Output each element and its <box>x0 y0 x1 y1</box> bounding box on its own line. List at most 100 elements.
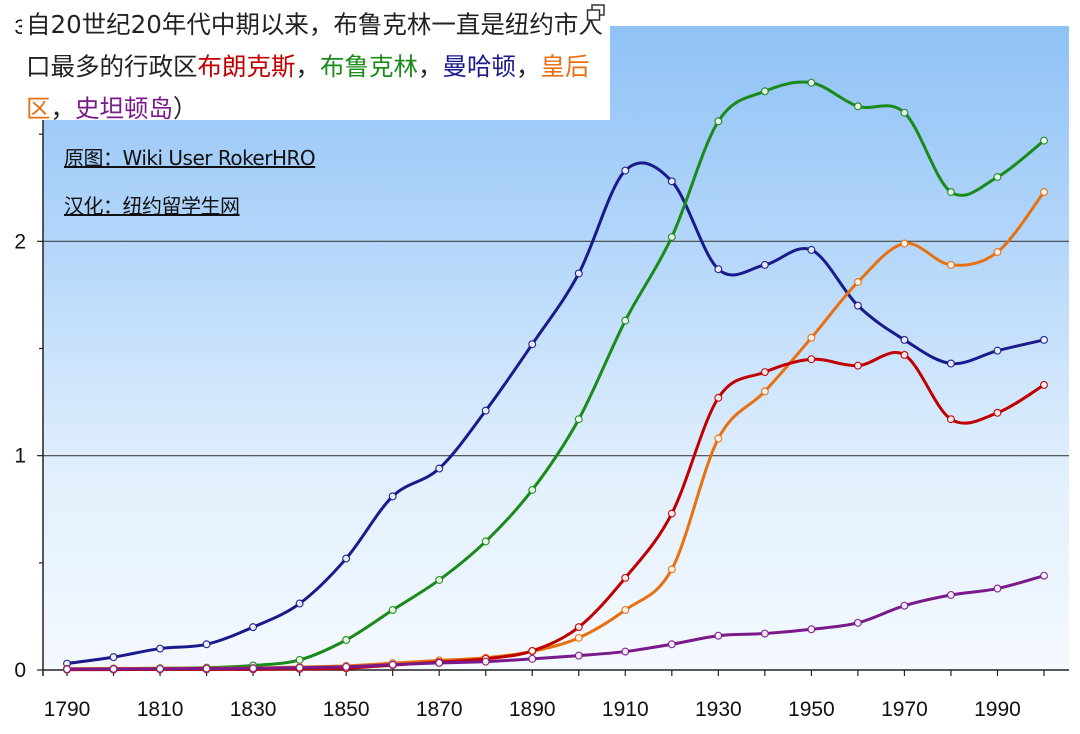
caption-sep: ， <box>50 94 76 123</box>
data-point-manhattan <box>853 301 862 310</box>
data-point-brooklyn <box>342 635 351 644</box>
data-point-bronx <box>1039 380 1048 389</box>
data-point-manhattan <box>481 406 490 415</box>
data-point-queens <box>946 260 955 269</box>
data-point-bronx <box>621 573 630 582</box>
data-point-manhattan <box>388 492 397 501</box>
translation-credit: 汉化：纽约留学生网 <box>64 194 240 218</box>
data-point-manhattan <box>667 177 676 186</box>
legend-brooklyn-label: 布鲁克林 <box>320 52 418 81</box>
caption-sep: ， <box>295 52 321 81</box>
data-point-staten <box>295 663 304 672</box>
data-point-bronx <box>807 355 816 364</box>
plot-background <box>43 26 1069 670</box>
data-point-staten <box>853 618 862 627</box>
data-point-manhattan <box>760 260 769 269</box>
data-point-queens <box>853 278 862 287</box>
data-point-brooklyn <box>853 102 862 111</box>
data-point-manhattan <box>249 623 258 632</box>
x-tick-label: 1790 <box>44 698 91 721</box>
data-point-queens <box>621 605 630 614</box>
data-point-brooklyn <box>946 188 955 197</box>
y-tick-label: 3 <box>14 16 26 39</box>
data-point-bronx <box>574 623 583 632</box>
data-point-staten <box>62 665 71 674</box>
data-point-manhattan <box>714 265 723 274</box>
data-point-manhattan <box>156 644 165 653</box>
y-tick-label: 2 <box>14 230 26 253</box>
y-tick-label: 0 <box>14 659 26 682</box>
data-point-staten <box>109 664 118 673</box>
legend-manhattan-label: 曼哈顿 <box>442 52 517 81</box>
data-point-brooklyn <box>714 117 723 126</box>
x-tick-label: 1930 <box>695 698 742 721</box>
data-point-brooklyn <box>528 485 537 494</box>
data-point-bronx <box>528 646 537 655</box>
x-tick-label: 1870 <box>416 698 463 721</box>
caption-main: 自20世纪20年代中期以来，布鲁克林一直是纽约市人口最多的行政区 <box>26 10 603 81</box>
data-point-bronx <box>853 361 862 370</box>
source-credit: 原图：Wiki User RokerHRO <box>64 146 316 170</box>
legend-staten-label: 史坦顿岛 <box>75 94 173 123</box>
data-point-manhattan <box>202 640 211 649</box>
restore-window-icon[interactable] <box>586 4 606 22</box>
data-point-brooklyn <box>760 87 769 96</box>
data-point-staten <box>528 654 537 663</box>
data-point-manhattan <box>574 269 583 278</box>
caption-text: 自20世纪20年代中期以来，布鲁克林一直是纽约市人口最多的行政区布朗克斯，布鲁克… <box>26 4 604 130</box>
data-point-staten <box>1039 571 1048 580</box>
caption-background <box>22 2 610 120</box>
data-point-brooklyn <box>388 605 397 614</box>
data-point-staten <box>760 629 769 638</box>
data-point-bronx <box>667 509 676 518</box>
data-point-staten <box>946 590 955 599</box>
series-points <box>62 78 1048 674</box>
data-point-staten <box>574 651 583 660</box>
data-point-staten <box>481 657 490 666</box>
data-point-staten <box>900 601 909 610</box>
data-point-brooklyn <box>574 415 583 424</box>
caption-end: ） <box>173 94 198 123</box>
data-point-bronx <box>946 415 955 424</box>
legend-bronx-label: 布朗克斯 <box>197 52 296 81</box>
data-point-staten <box>342 662 351 671</box>
data-point-queens <box>900 239 909 248</box>
data-point-brooklyn <box>295 655 304 664</box>
x-tick-label: 1810 <box>137 698 184 721</box>
data-point-brooklyn <box>807 78 816 87</box>
data-point-bronx <box>993 408 1002 417</box>
data-point-brooklyn <box>435 575 444 584</box>
data-point-staten <box>993 584 1002 593</box>
data-point-manhattan <box>1039 335 1048 344</box>
data-point-manhattan <box>993 346 1002 355</box>
x-tick-label: 1990 <box>974 698 1021 721</box>
x-tick-label: 1910 <box>602 698 649 721</box>
data-point-manhattan <box>807 245 816 254</box>
x-tick-label: 1830 <box>230 698 277 721</box>
data-point-brooklyn <box>993 173 1002 182</box>
tick-labels: 0 1 2 3 1790 1810 1830 1850 1870 1890 1910 1930 1950… <box>14 16 1021 721</box>
data-point-bronx <box>714 393 723 402</box>
data-point-queens <box>807 333 816 342</box>
x-tick-label: 1850 <box>323 698 370 721</box>
data-point-staten <box>807 625 816 634</box>
data-point-manhattan <box>295 599 304 608</box>
data-point-brooklyn <box>900 108 909 117</box>
x-tick-label: 1890 <box>509 698 556 721</box>
data-point-manhattan <box>621 166 630 175</box>
data-point-staten <box>156 664 165 673</box>
data-point-queens <box>760 387 769 396</box>
data-point-manhattan <box>900 335 909 344</box>
data-point-queens <box>1039 188 1048 197</box>
x-tick-label: 1970 <box>881 698 928 721</box>
data-point-staten <box>249 664 258 673</box>
data-point-brooklyn <box>481 537 490 546</box>
data-point-bronx <box>760 368 769 377</box>
series-line-manhattan <box>66 161 1045 666</box>
x-tick-label: 1950 <box>788 698 835 721</box>
data-point-staten <box>714 631 723 640</box>
data-point-manhattan <box>342 554 351 563</box>
data-point-manhattan <box>109 653 118 662</box>
data-point-queens <box>993 248 1002 257</box>
